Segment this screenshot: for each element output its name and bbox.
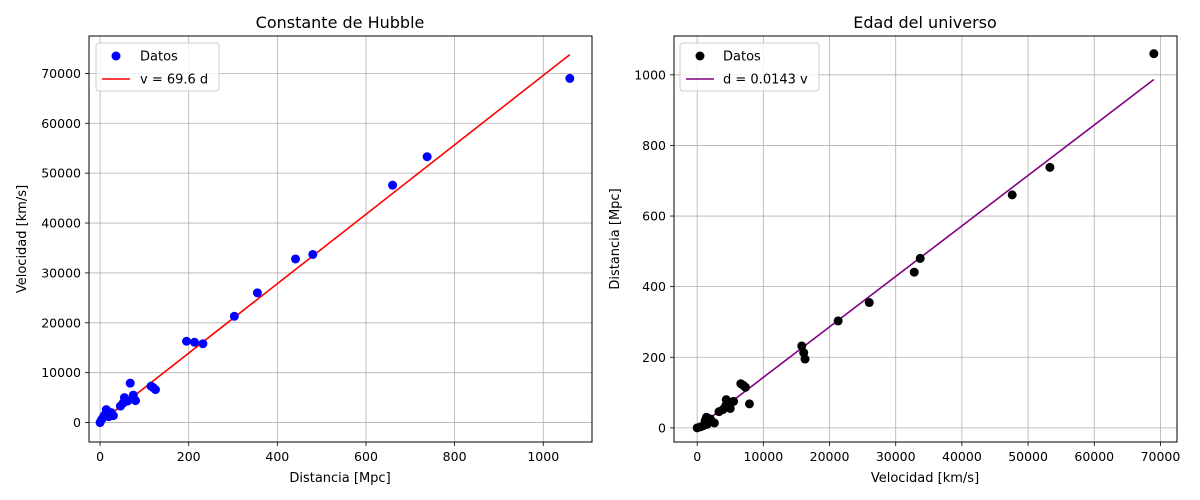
data-point xyxy=(291,254,301,264)
y-tick-label: 600 xyxy=(642,209,666,224)
y-tick-label: 50000 xyxy=(41,166,81,181)
y-tick-label: 0 xyxy=(658,420,666,435)
legend: Datos v = 69.6 d xyxy=(95,42,220,92)
legend-label-fit: d = 0.0143 v xyxy=(723,73,808,88)
y-tick-label: 40000 xyxy=(41,216,81,231)
plot-area xyxy=(674,36,1177,442)
x-tick-label: 30000 xyxy=(876,449,916,464)
data-point xyxy=(736,379,746,389)
data-point xyxy=(125,378,135,388)
fit-line-series xyxy=(99,53,571,424)
data-point xyxy=(1007,190,1017,200)
chart-title: Edad del universo xyxy=(853,13,997,32)
y-tick-label: 200 xyxy=(642,350,666,365)
data-point xyxy=(1149,49,1159,59)
data-point xyxy=(721,395,731,405)
data-point xyxy=(229,311,239,321)
data-point xyxy=(123,396,133,406)
data-point xyxy=(131,396,141,406)
data-point xyxy=(565,73,575,83)
x-tick-label: 800 xyxy=(443,449,467,464)
y-ticks: 0 10000 20000 30000 40000 50000 60000 70000 xyxy=(41,66,89,430)
legend-marker-data xyxy=(111,51,121,61)
fit-line xyxy=(696,78,1155,429)
data-point xyxy=(744,399,754,409)
x-tick-label: 20000 xyxy=(810,449,850,464)
data-point xyxy=(198,339,208,349)
x-tick-label: 50000 xyxy=(1008,449,1048,464)
x-tick-label: 70000 xyxy=(1141,449,1181,464)
y-tick-label: 1000 xyxy=(634,67,666,82)
legend-label-fit: v = 69.6 d xyxy=(140,73,208,88)
data-point xyxy=(915,253,925,263)
data-point xyxy=(701,412,711,422)
y-ticks: 0 200 400 600 800 1000 xyxy=(634,67,674,435)
grid-lines xyxy=(89,36,592,442)
data-point xyxy=(150,385,160,395)
data-point xyxy=(252,288,262,298)
y-tick-label: 0 xyxy=(73,415,81,430)
data-point xyxy=(422,152,432,162)
chart-title: Constante de Hubble xyxy=(256,13,425,32)
y-tick-label: 800 xyxy=(642,138,666,153)
x-tick-label: 0 xyxy=(693,449,701,464)
data-point xyxy=(864,298,874,308)
x-tick-label: 60000 xyxy=(1074,449,1114,464)
y-axis-label: Distancia [Mpc] xyxy=(608,188,623,289)
legend-marker-data xyxy=(695,51,705,61)
data-point xyxy=(189,337,199,347)
axes-frame xyxy=(88,35,593,443)
legend-label-data: Datos xyxy=(140,50,178,65)
fit-line-series xyxy=(696,78,1155,429)
x-axis-label: Velocidad [km/s] xyxy=(871,471,979,486)
y-tick-label: 20000 xyxy=(41,315,81,330)
x-tick-label: 40000 xyxy=(942,449,982,464)
data-point xyxy=(833,316,843,326)
x-tick-label: 10000 xyxy=(743,449,783,464)
legend-label-data: Datos xyxy=(723,50,761,65)
chart-hubble-constant: 0 200 400 600 800 1000 0 10000 20000 30000 40000 5… xyxy=(15,13,593,486)
data-point xyxy=(388,180,398,190)
x-tick-label: 1000 xyxy=(527,449,559,464)
data-point xyxy=(729,396,739,406)
y-tick-label: 400 xyxy=(642,279,666,294)
fit-line xyxy=(99,53,571,424)
data-point xyxy=(108,411,118,421)
y-axis-label: Velocidad [km/s] xyxy=(15,185,30,293)
data-point xyxy=(797,341,807,351)
scatter-series xyxy=(692,49,1159,433)
x-tick-label: 200 xyxy=(177,449,201,464)
x-ticks: 0 200 400 600 800 1000 xyxy=(96,442,559,464)
x-tick-label: 400 xyxy=(265,449,289,464)
legend-box xyxy=(679,42,820,92)
y-tick-label: 60000 xyxy=(41,116,81,131)
legend: Datos d = 0.0143 v xyxy=(679,42,820,92)
y-tick-label: 10000 xyxy=(41,365,81,380)
data-point xyxy=(909,267,919,277)
grid-lines xyxy=(674,36,1177,442)
scatter-series xyxy=(95,73,575,428)
y-tick-label: 70000 xyxy=(41,66,81,81)
axes-frame xyxy=(673,35,1178,443)
x-ticks: 0 10000 20000 30000 40000 50000 60000 70000 xyxy=(693,442,1180,464)
chart-age-of-universe: 0 10000 20000 30000 40000 50000 60000 70000 0 20… xyxy=(608,13,1180,486)
y-tick-label: 30000 xyxy=(41,265,81,280)
data-point xyxy=(308,249,318,259)
data-point xyxy=(181,336,191,346)
x-tick-label: 600 xyxy=(354,449,378,464)
data-point xyxy=(1045,162,1055,172)
x-tick-label: 0 xyxy=(96,449,104,464)
x-axis-label: Distancia [Mpc] xyxy=(289,471,390,486)
